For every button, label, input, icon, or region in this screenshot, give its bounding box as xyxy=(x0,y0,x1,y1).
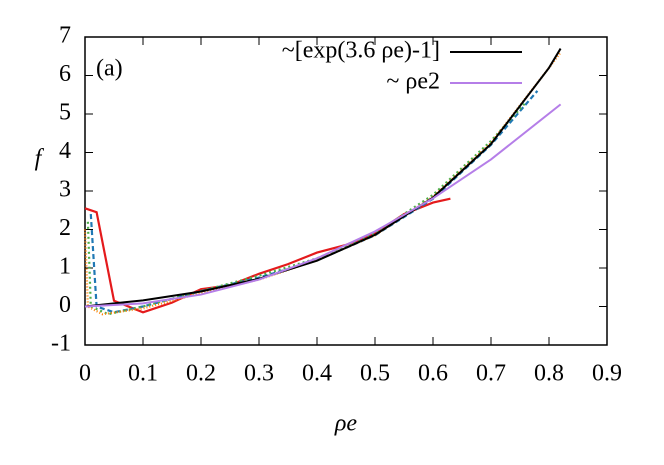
y-tick-label: 6 xyxy=(59,61,71,87)
y-tick-label: 3 xyxy=(59,177,71,203)
x-tick-label: 0.5 xyxy=(360,361,390,387)
y-tick-label: -1 xyxy=(51,331,71,357)
x-tick-label: 0.8 xyxy=(534,361,564,387)
x-tick-label: 0.4 xyxy=(302,361,332,387)
x-tick-label: 0 xyxy=(79,361,91,387)
y-axis-label: f xyxy=(35,146,45,172)
y-tick-label: 2 xyxy=(59,215,71,241)
data-line xyxy=(84,197,451,314)
y-tick-label: 4 xyxy=(59,138,71,164)
y-tick-label: 7 xyxy=(59,23,71,49)
legend-label: ~[exp(3.6 ρe)-1] xyxy=(282,38,440,64)
x-tick-label: 0.9 xyxy=(592,361,622,387)
legend-label: ~ ρe2 xyxy=(386,69,440,95)
panel-label: (a) xyxy=(96,56,123,82)
y-tick-label: 5 xyxy=(59,100,71,126)
x-tick-label: 0.7 xyxy=(476,361,506,387)
x-tick-label: 0.2 xyxy=(186,361,216,387)
data-line xyxy=(86,101,527,316)
data-line xyxy=(84,48,562,308)
x-tick-label: 0.1 xyxy=(128,361,158,387)
y-tick-label: 0 xyxy=(59,292,71,318)
data-line xyxy=(83,51,562,316)
x-tick-label: 0.6 xyxy=(418,361,448,387)
data-line xyxy=(89,90,539,314)
x-axis-label: ρe xyxy=(334,411,358,437)
y-tick-label: 1 xyxy=(59,254,71,280)
data-line xyxy=(84,103,562,308)
x-tick-label: 0.3 xyxy=(244,361,274,387)
plot-frame xyxy=(84,36,608,346)
